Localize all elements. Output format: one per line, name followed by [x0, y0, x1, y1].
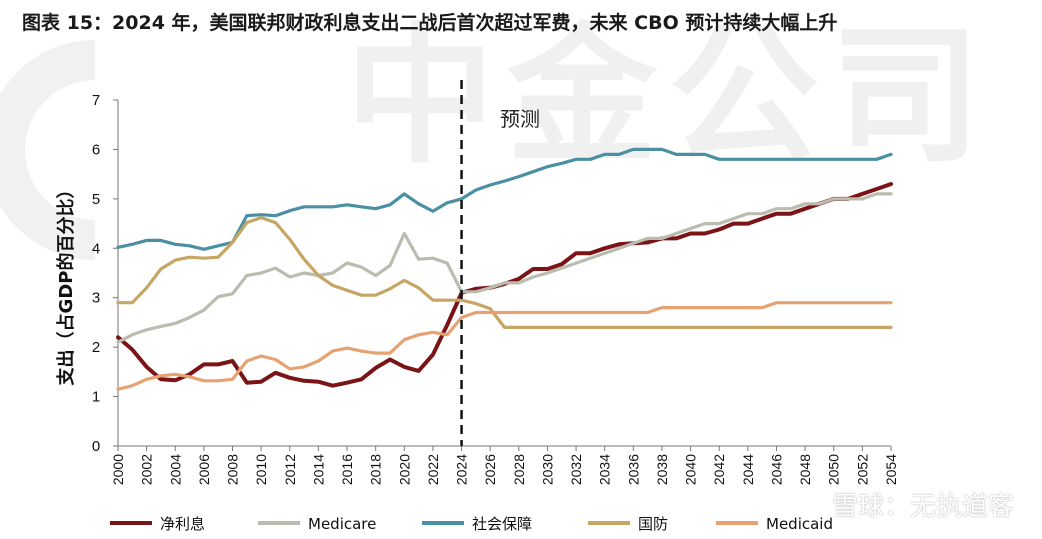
series-line-social-security: [116, 147, 893, 251]
x-tick-label: 2002: [139, 454, 155, 485]
series-line-defense: [116, 216, 893, 329]
x-tick-label: 2008: [225, 454, 241, 485]
x-tick-label: 2014: [310, 454, 326, 485]
x-tick-label: 2010: [253, 454, 269, 485]
y-tick-label: 2: [92, 339, 100, 356]
forecast-annotation: 预测: [500, 107, 540, 131]
y-axis-label: 支出（占GDP的百分比）: [55, 181, 77, 387]
x-tick-label: 2052: [854, 454, 870, 485]
y-tick-label: 7: [92, 92, 100, 109]
x-tick-label: 2022: [425, 454, 441, 485]
chart-title: 图表 15：2024 年，美国联邦财政利息支出二战后首次超过军费，未来 CBO …: [22, 12, 838, 34]
x-tick-label: 2018: [368, 454, 384, 485]
x-tick-label: 2054: [883, 454, 899, 485]
legend-label-medicare: Medicare: [308, 515, 376, 533]
legend-label-net-interest: 净利息: [160, 515, 205, 533]
x-tick-label: 2042: [711, 454, 727, 485]
x-tick-label: 2040: [683, 454, 699, 485]
x-tick-label: 2028: [511, 454, 527, 485]
x-tick-label: 2024: [454, 454, 470, 485]
x-tick-label: 2050: [826, 454, 842, 485]
x-tick-label: 2038: [654, 454, 670, 485]
x-tick-label: 2034: [597, 454, 613, 485]
x-tick-label: 2036: [625, 454, 641, 485]
series-line-medicare: [116, 192, 893, 344]
x-tick-label: 2044: [740, 454, 756, 485]
series-layer: [116, 147, 893, 391]
y-tick-label: 0: [92, 438, 100, 455]
x-tick-label: 2048: [797, 454, 813, 485]
x-tick-label: 2006: [196, 454, 212, 485]
x-tick-label: 2004: [167, 454, 183, 485]
y-tick-label: 6: [92, 141, 100, 158]
y-tick-label: 5: [92, 191, 100, 208]
y-tick-label: 4: [92, 240, 100, 257]
series-line-net-interest: [116, 182, 893, 388]
x-tick-label: 2000: [110, 454, 126, 485]
legend-label-defense: 国防: [638, 515, 668, 533]
axes-layer: 0 1 2 3 4 5 6 7 2000 2002 2004 2006 2008 2010 2012 2014…: [92, 92, 899, 485]
x-tick-label: 2016: [339, 454, 355, 485]
x-tick-label: 2020: [396, 454, 412, 485]
site-watermark: 雪球：无执道客: [831, 492, 1014, 522]
watermark-text: 中金公司: [345, 10, 994, 184]
legend-label-social-security: 社会保障: [472, 515, 532, 533]
x-tick-label: 2046: [768, 454, 784, 485]
x-tick-label: 2030: [539, 454, 555, 485]
watermark-logo-icon: [0, 40, 95, 260]
y-tick-label: 3: [92, 290, 100, 307]
x-tick-label: 2026: [482, 454, 498, 485]
y-tick-label: 1: [92, 389, 100, 406]
x-tick-label: 2032: [568, 454, 584, 485]
legend: 净利息 Medicare 社会保障 国防 Medicaid: [110, 515, 833, 533]
legend-label-medicaid: Medicaid: [766, 515, 833, 533]
x-tick-label: 2012: [282, 454, 298, 485]
series-line-medicaid: [116, 301, 893, 391]
